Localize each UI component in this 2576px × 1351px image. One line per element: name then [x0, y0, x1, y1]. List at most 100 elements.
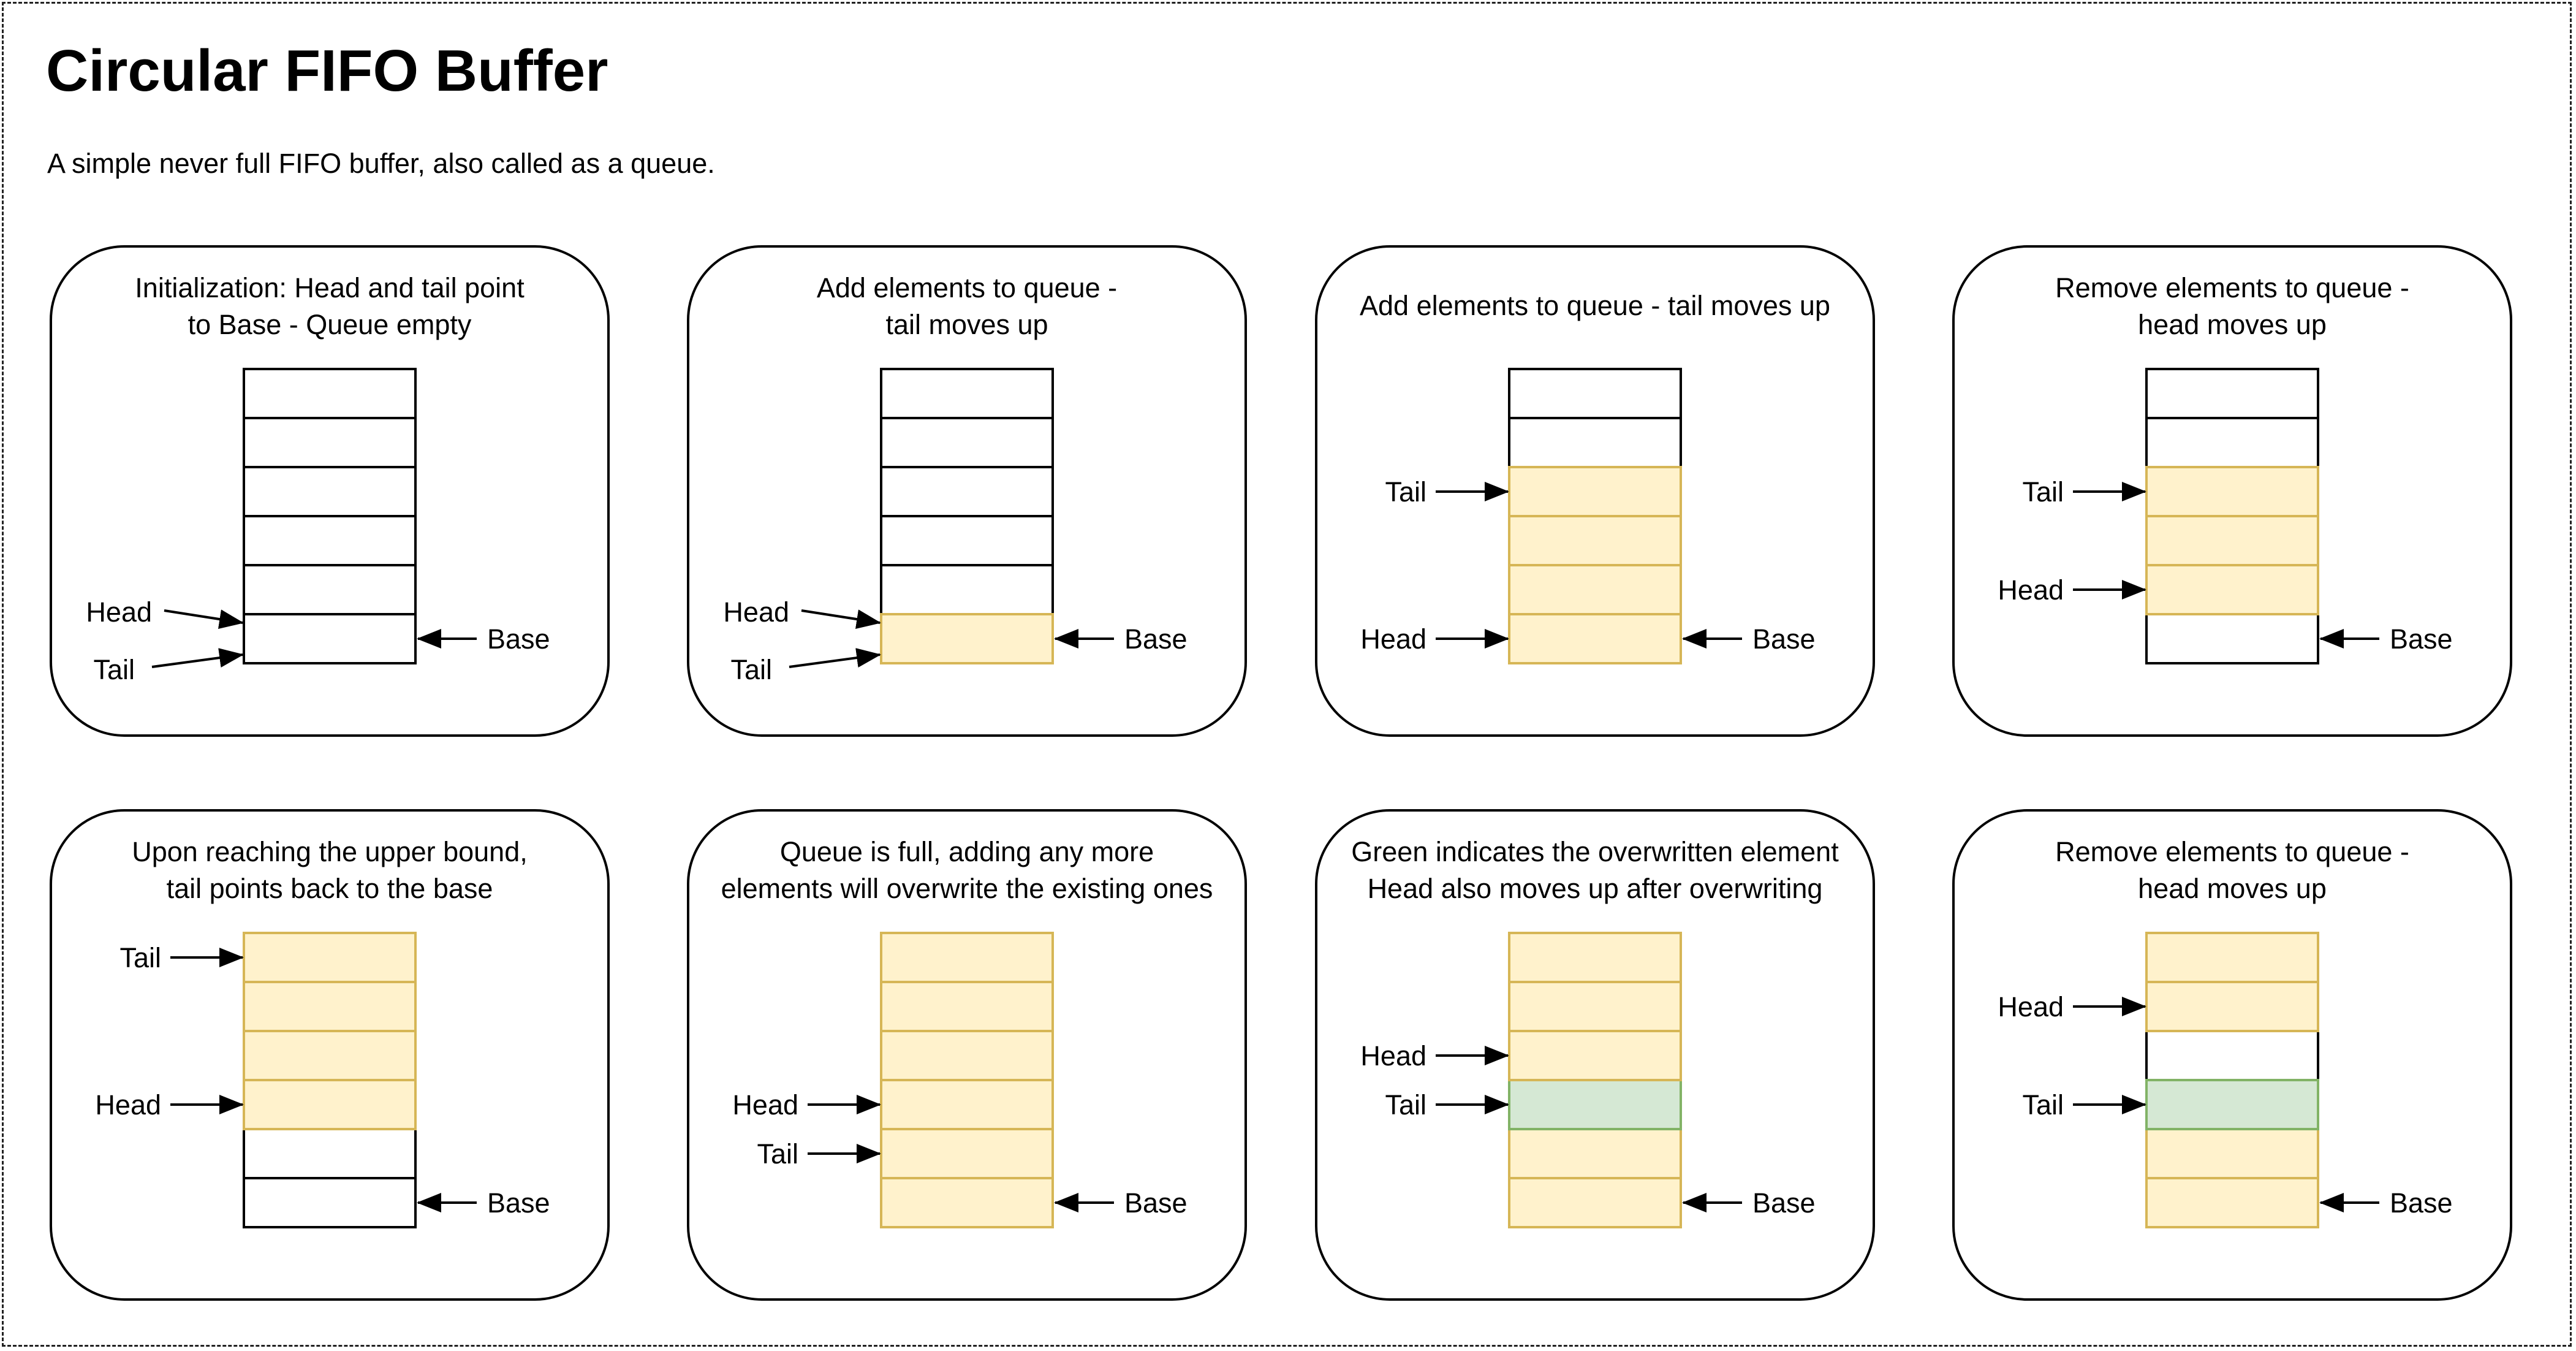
- pointer-label: Base: [487, 623, 550, 655]
- buffer-cell-empty: [2145, 417, 2319, 468]
- pointer-label: Head: [1360, 623, 1426, 655]
- buffer-cell-overwritten: [2145, 1079, 2319, 1130]
- buffer-cell-empty: [243, 466, 417, 517]
- buffer-cell-empty: [880, 564, 1054, 615]
- buffer-cell-empty: [880, 515, 1054, 566]
- queue-panel-5: Upon reaching the upper bound, tail point…: [50, 809, 610, 1301]
- buffer-cell-filled: [1508, 1177, 1682, 1228]
- pointer-head: Head: [95, 1089, 244, 1121]
- pointer-label: Head: [95, 1089, 161, 1121]
- panel-caption: Queue is full, adding any more elements w…: [721, 836, 1213, 904]
- pointer-base: Base: [2319, 623, 2453, 655]
- pointer-base: Base: [2319, 1187, 2453, 1219]
- buffer-cell-filled: [1508, 1128, 1682, 1179]
- pointer-base: Base: [417, 623, 550, 655]
- queue-panel-4: Remove elements to queue - head moves up T…: [1952, 245, 2512, 737]
- buffer-cell-empty: [243, 564, 417, 615]
- pointer-label: Tail: [1385, 476, 1426, 508]
- panel-caption: Remove elements to queue - head moves up: [2055, 836, 2409, 904]
- buffer-cell-filled: [2145, 932, 2319, 983]
- pointer-label: Tail: [1385, 1089, 1426, 1121]
- buffer-cell-filled: [1508, 932, 1682, 983]
- pointer-label: Head: [732, 1089, 798, 1121]
- buffer-stack: [243, 932, 417, 1228]
- pointer-base: Base: [1054, 623, 1188, 655]
- pointer-base: Base: [417, 1187, 550, 1219]
- pointer-tail: Tail: [757, 1138, 881, 1170]
- panel-caption-line: head moves up: [2138, 309, 2327, 340]
- buffer-stack: [880, 932, 1054, 1228]
- buffer-cell-filled: [880, 981, 1054, 1032]
- buffer-cell-empty: [243, 417, 417, 468]
- panel-caption-line: Green indicates the overwritten element: [1351, 836, 1839, 867]
- buffer-stack: [1508, 368, 1682, 664]
- pointer-tail: Tail: [119, 942, 244, 973]
- pointer-head: Head: [1998, 574, 2146, 606]
- page-subtitle: A simple never full FIFO buffer, also ca…: [47, 148, 715, 179]
- pointer-head: Head: [723, 596, 881, 629]
- buffer-cell-filled: [1508, 515, 1682, 566]
- queue-panel-7: Green indicates the overwritten element H…: [1315, 809, 1875, 1301]
- pointer-base: Base: [1682, 1187, 1816, 1219]
- pointer-label: Head: [1998, 991, 2064, 1022]
- buffer-cell-empty: [243, 515, 417, 566]
- buffer-cell-filled: [243, 1079, 417, 1130]
- pointer-tail: Tail: [93, 648, 244, 685]
- panel-caption-line: to Base - Queue empty: [188, 309, 472, 340]
- panel-caption-line: Upon reaching the upper bound,: [132, 836, 528, 867]
- buffer-cell-empty: [243, 613, 417, 664]
- pointer-label: Head: [86, 596, 152, 628]
- pointer-label: Base: [1752, 1187, 1816, 1219]
- pointer-label: Tail: [757, 1138, 798, 1170]
- buffer-cell-filled: [2145, 1128, 2319, 1179]
- panel-caption-line: Add elements to queue - tail moves up: [1360, 290, 1830, 321]
- buffer-stack: [1508, 932, 1682, 1228]
- queue-panel-2: Add elements to queue - tail moves up Head…: [687, 245, 1247, 737]
- buffer-cell-filled: [880, 1128, 1054, 1179]
- panel-caption-line: Initialization: Head and tail point: [135, 272, 525, 303]
- pointer-base: Base: [1682, 623, 1816, 655]
- panel-caption-line: Head also moves up after overwriting: [1368, 873, 1823, 904]
- buffer-cell-filled: [880, 1177, 1054, 1228]
- panel-caption: Remove elements to queue - head moves up: [2055, 272, 2409, 340]
- pointer-arrow: [789, 648, 881, 668]
- pointer-label: Head: [1360, 1040, 1426, 1071]
- panel-caption-line: tail moves up: [885, 309, 1048, 340]
- pointer-tail: Tail: [1385, 1089, 1509, 1121]
- pointer-label: Tail: [2022, 1089, 2064, 1121]
- pointer-label: Base: [1124, 1187, 1188, 1219]
- panel-caption: Initialization: Head and tail point to Ba…: [135, 272, 525, 340]
- buffer-cell-filled: [880, 1079, 1054, 1130]
- buffer-cell-overwritten: [1508, 1079, 1682, 1130]
- queue-panel-8: Remove elements to queue - head moves up H…: [1952, 809, 2512, 1301]
- buffer-cell-filled: [2145, 1177, 2319, 1228]
- buffer-cell-empty: [880, 466, 1054, 517]
- pointer-label: Base: [2390, 1187, 2453, 1219]
- panel-caption: Add elements to queue - tail moves up: [1360, 290, 1830, 321]
- buffer-stack: [2145, 932, 2319, 1228]
- pointer-tail: Tail: [2022, 1089, 2146, 1121]
- panel-caption: Upon reaching the upper bound, tail point…: [132, 836, 528, 904]
- buffer-cell-filled: [1508, 1030, 1682, 1081]
- buffer-stack: [880, 368, 1054, 664]
- buffer-cell-filled: [880, 1030, 1054, 1081]
- panel-caption: Green indicates the overwritten element H…: [1351, 836, 1839, 904]
- buffer-cell-empty: [880, 417, 1054, 468]
- pointer-tail: Tail: [1385, 476, 1509, 508]
- pointer-arrow: [164, 609, 244, 629]
- pointer-base: Base: [1054, 1187, 1188, 1219]
- buffer-cell-filled: [1508, 981, 1682, 1032]
- buffer-cell-filled: [243, 932, 417, 983]
- buffer-cell-empty: [1508, 417, 1682, 468]
- panel-caption-line: head moves up: [2138, 873, 2327, 904]
- buffer-cell-filled: [2145, 981, 2319, 1032]
- buffer-cell-filled: [1508, 564, 1682, 615]
- pointer-head: Head: [1360, 1040, 1509, 1071]
- queue-panel-6: Queue is full, adding any more elements w…: [687, 809, 1247, 1301]
- buffer-cell-empty: [243, 1177, 417, 1228]
- pointer-label: Head: [1998, 574, 2064, 606]
- pointer-label: Base: [1752, 623, 1816, 655]
- panel-caption-line: Remove elements to queue -: [2055, 836, 2409, 867]
